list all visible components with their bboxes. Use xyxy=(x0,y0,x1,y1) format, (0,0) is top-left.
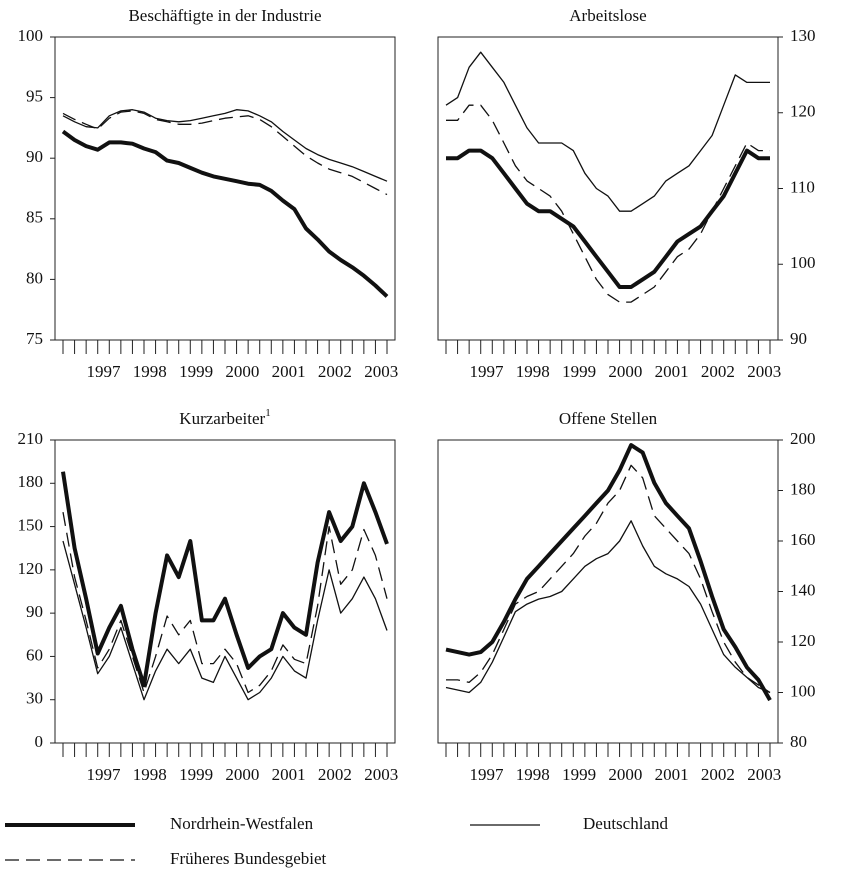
series-line: Nordrhein-Westfalen xyxy=(445,443,772,702)
legend-label: Nordrhein-Westfalen xyxy=(170,814,314,833)
chart-title: Offene Stellen xyxy=(559,409,658,428)
x-tick-label: 1998 xyxy=(133,362,167,381)
series-line: Früheres Bundesgebiet xyxy=(446,464,771,694)
x-tick-label: 2002 xyxy=(701,765,735,784)
x-tick-label: 2001 xyxy=(655,362,689,381)
x-tick-label: 2002 xyxy=(701,362,735,381)
x-tick-label: 2002 xyxy=(318,765,352,784)
legend-label: Deutschland xyxy=(583,814,668,833)
series-line xyxy=(61,129,389,298)
chart-title: Arbeitslose xyxy=(569,6,646,25)
y-tick-label: 100 xyxy=(18,26,44,45)
y-tick-label: 75 xyxy=(26,329,43,348)
y-tick-label: 180 xyxy=(18,472,44,491)
y-tick-label: 100 xyxy=(790,681,816,700)
series-line xyxy=(62,110,388,196)
x-tick-label: 1998 xyxy=(516,362,550,381)
x-tick-label: 2001 xyxy=(655,765,689,784)
x-tick-label: 2000 xyxy=(608,362,642,381)
series-line: Nordrhein-Westfalen xyxy=(446,148,770,289)
x-tick-label: 2003 xyxy=(747,362,781,381)
y-tick-label: 80 xyxy=(790,732,807,751)
x-tick-label: 2001 xyxy=(272,765,306,784)
x-tick-label: 1999 xyxy=(179,362,213,381)
y-tick-label: 30 xyxy=(26,689,43,708)
y-tick-label: 90 xyxy=(790,329,807,348)
y-tick-label: 120 xyxy=(790,102,816,121)
y-tick-label: 180 xyxy=(790,479,816,498)
y-tick-label: 110 xyxy=(790,177,815,196)
y-tick-label: 85 xyxy=(26,208,43,227)
series-line xyxy=(62,109,388,182)
series-line: Früheres Bundesgebiet xyxy=(62,511,388,694)
title-note: 1 xyxy=(265,407,271,419)
y-tick-label: 0 xyxy=(35,732,44,751)
y-tick-label: 90 xyxy=(26,147,43,166)
y-tick-label: 100 xyxy=(790,253,816,272)
y-tick-label: 150 xyxy=(18,515,44,534)
x-tick-label: 1999 xyxy=(179,765,213,784)
x-tick-label: 1999 xyxy=(562,765,596,784)
y-tick-label: 80 xyxy=(26,268,43,287)
y-tick-label: 210 xyxy=(18,429,44,448)
x-tick-label: 2003 xyxy=(364,362,398,381)
title-text: Offene Stellen xyxy=(559,409,658,428)
x-tick-label: 2003 xyxy=(364,765,398,784)
x-tick-label: 1997 xyxy=(470,362,505,381)
title-text: Beschäftigte in der Industrie xyxy=(128,6,321,25)
series-line: Früheres Bundesgebiet xyxy=(446,104,770,303)
title-text: Kurzarbeiter xyxy=(179,409,265,428)
chart-title: Beschäftigte in der Industrie xyxy=(128,6,321,25)
plot-frame xyxy=(54,36,396,341)
y-tick-label: 200 xyxy=(790,429,816,448)
series-line: Deutschland xyxy=(445,520,771,694)
series-line: Deutschland xyxy=(62,540,388,701)
x-tick-label: 1998 xyxy=(133,765,167,784)
series-line: Nordrhein-Westfalen xyxy=(61,471,389,688)
series-line: Deutschland xyxy=(445,51,770,212)
y-tick-label: 120 xyxy=(18,559,44,578)
chart-title: Kurzarbeiter1 xyxy=(179,407,270,428)
y-tick-label: 140 xyxy=(790,580,816,599)
x-tick-label: 1997 xyxy=(87,765,122,784)
x-tick-label: 2003 xyxy=(747,765,781,784)
y-tick-label: 60 xyxy=(26,645,43,664)
x-tick-label: 2002 xyxy=(318,362,352,381)
x-tick-label: 1997 xyxy=(87,362,122,381)
x-tick-label: 2000 xyxy=(225,765,259,784)
x-tick-label: 1999 xyxy=(562,362,596,381)
y-tick-label: 160 xyxy=(790,530,816,549)
y-tick-label: 90 xyxy=(26,602,43,621)
legend-label: Früheres Bundesgebiet xyxy=(170,849,327,868)
y-tick-label: 95 xyxy=(26,87,43,106)
plot-frame xyxy=(437,439,779,744)
plot-frame xyxy=(54,439,396,744)
y-tick-label: 130 xyxy=(790,26,816,45)
x-tick-label: 2000 xyxy=(225,362,259,381)
x-tick-label: 1998 xyxy=(516,765,550,784)
x-tick-label: 2000 xyxy=(608,765,642,784)
x-tick-label: 1997 xyxy=(470,765,505,784)
title-text: Arbeitslose xyxy=(569,6,646,25)
y-tick-label: 120 xyxy=(790,631,816,650)
x-tick-label: 2001 xyxy=(272,362,306,381)
